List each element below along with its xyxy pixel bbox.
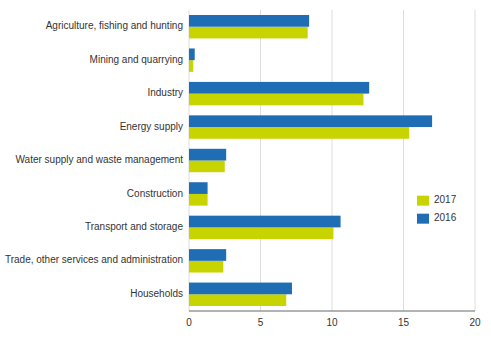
- bar: [189, 216, 341, 228]
- bar: [189, 227, 333, 239]
- x-tick-label: 10: [326, 317, 338, 328]
- category-label: Mining and quarrying: [90, 54, 183, 65]
- x-axis-line: [189, 311, 475, 312]
- category-label: Agriculture, fishing and hunting: [46, 20, 183, 31]
- grid: [189, 10, 475, 311]
- category-label: Water supply and waste management: [16, 154, 184, 165]
- bar: [189, 82, 369, 94]
- category-label: Transport and storage: [85, 221, 183, 232]
- x-tick-label: 15: [398, 317, 410, 328]
- bar: [189, 161, 225, 173]
- legend-label: 2016: [434, 212, 457, 223]
- y-tick-labels: Agriculture, fishing and hunting Mining a…: [5, 20, 183, 299]
- legend: 2017 2016: [413, 190, 473, 232]
- bar: [189, 194, 208, 206]
- bar: [189, 48, 195, 60]
- bar: [189, 27, 308, 39]
- x-tick-label: 20: [469, 317, 481, 328]
- grid-line: [260, 10, 261, 311]
- category-label: Households: [130, 288, 183, 299]
- bar: [189, 15, 309, 27]
- grid-line: [475, 10, 476, 311]
- legend-swatch: [417, 196, 429, 206]
- category-label: Construction: [127, 188, 183, 199]
- bar: [189, 127, 409, 139]
- x-tick-label: 0: [186, 317, 192, 328]
- category-label: Trade, other services and administration: [5, 254, 183, 265]
- bar: [189, 182, 208, 194]
- x-tick-label: 5: [258, 317, 264, 328]
- bars: [189, 15, 432, 306]
- x-tick-labels: 0 5 10 15 20: [186, 317, 481, 328]
- legend-label: 2017: [434, 194, 457, 205]
- grid-line: [332, 10, 333, 311]
- bar: [189, 261, 223, 273]
- category-label: Industry: [147, 87, 183, 98]
- bar: [189, 149, 226, 161]
- category-label: Energy supply: [120, 121, 183, 132]
- bar: [189, 115, 432, 127]
- grid-line: [403, 10, 404, 311]
- chart: Agriculture, fishing and hunting Mining a…: [0, 0, 491, 341]
- bar: [189, 249, 226, 261]
- bar: [189, 60, 193, 72]
- bar: [189, 94, 363, 106]
- bar: [189, 294, 286, 306]
- legend-swatch: [417, 214, 429, 224]
- bar: [189, 283, 292, 295]
- legend-background: [413, 190, 473, 232]
